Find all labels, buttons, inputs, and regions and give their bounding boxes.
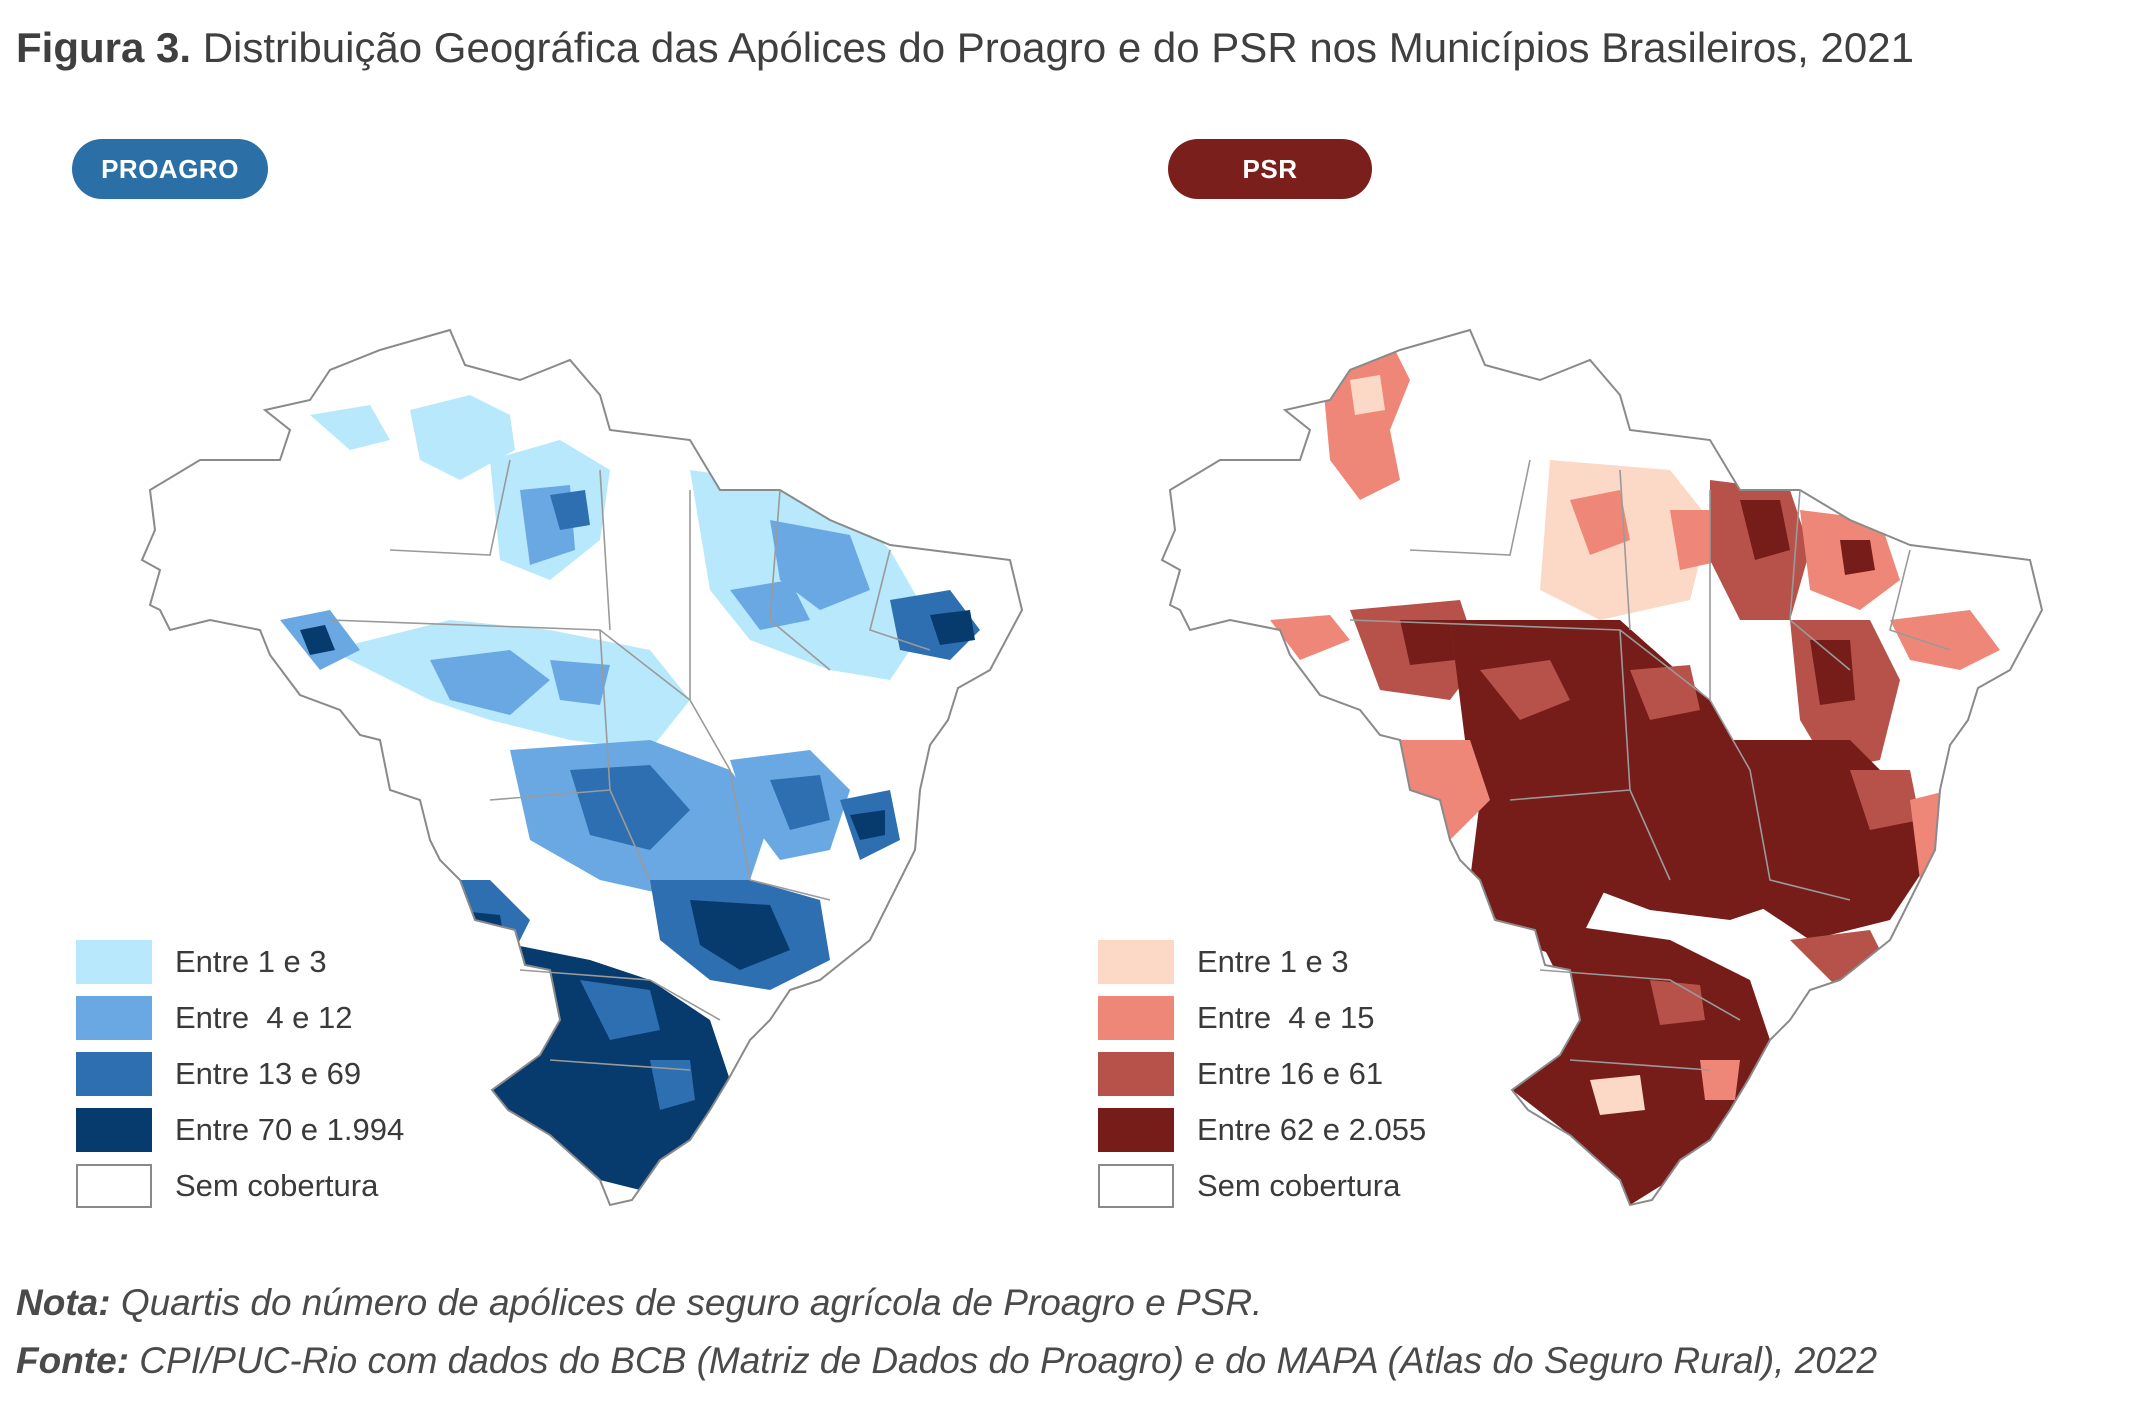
legend-swatch — [76, 1052, 152, 1096]
legend-swatch — [76, 1108, 152, 1152]
legend-label: Entre 70 e 1.994 — [175, 1112, 405, 1147]
legend-swatch — [76, 996, 152, 1040]
legend-swatch — [76, 1164, 152, 1208]
figure-title: Figura 3. Distribuição Geográfica das Ap… — [16, 18, 1914, 78]
figure-title-text: Distribuição Geográfica das Apólices do … — [202, 24, 1914, 71]
psr-map — [1161, 329, 2043, 1206]
psr-badge: PSR — [1168, 139, 1372, 199]
legend-swatch — [1098, 1052, 1174, 1096]
proagro-badge: PROAGRO — [72, 139, 268, 199]
proagro-map — [141, 329, 1023, 1206]
legend-swatch — [1098, 996, 1174, 1040]
legend-label: Sem cobertura — [1197, 1168, 1401, 1203]
legend-label: Entre 1 e 3 — [175, 944, 327, 979]
legend-label: Sem cobertura — [175, 1168, 379, 1203]
source-text: CPI/PUC-Rio com dados do BCB (Matriz de … — [129, 1340, 1878, 1381]
note-line: Nota: Quartis do número de apólices de s… — [16, 1282, 1262, 1324]
legend-swatch — [1098, 1164, 1174, 1208]
source-line: Fonte: CPI/PUC-Rio com dados do BCB (Mat… — [16, 1340, 1877, 1382]
legend-label: Entre 62 e 2.055 — [1197, 1112, 1427, 1147]
note-label: Nota: — [16, 1282, 111, 1323]
figure-label: Figura 3. — [16, 24, 192, 71]
legend-label: Entre 4 e 12 — [175, 1000, 353, 1035]
legend-swatch — [76, 940, 152, 984]
legend-label: Entre 4 e 15 — [1197, 1000, 1375, 1035]
legend-label: Entre 13 e 69 — [175, 1056, 362, 1091]
legend-label: Entre 16 e 61 — [1197, 1056, 1384, 1091]
legend-swatch — [1098, 1108, 1174, 1152]
psr-badge-label: PSR — [1242, 153, 1298, 184]
note-text: Quartis do número de apólices de seguro … — [110, 1282, 1263, 1323]
proagro-badge-label: PROAGRO — [101, 153, 239, 184]
legend-swatch — [1098, 940, 1174, 984]
source-label: Fonte: — [16, 1340, 130, 1381]
legend-label: Entre 1 e 3 — [1197, 944, 1349, 979]
